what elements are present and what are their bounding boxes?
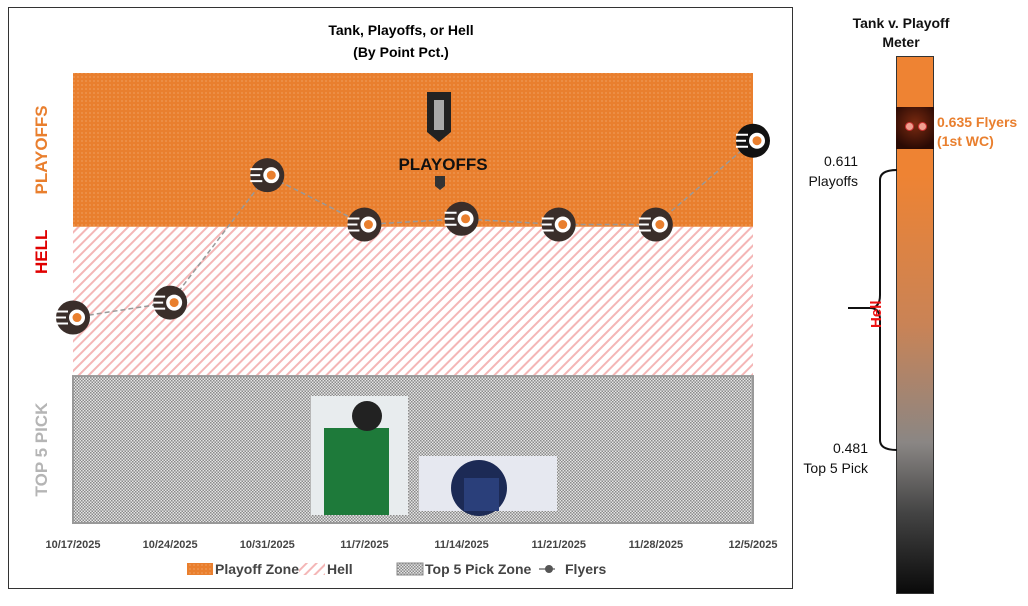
flyers-logo-marker[interactable] — [638, 207, 673, 242]
prospect-photo-green — [311, 396, 408, 515]
flyers-meter-label: 0.635 Flyers (1st WC) — [937, 113, 1017, 151]
legend-swatch — [299, 563, 325, 575]
x-tick-label: 11/28/2025 — [629, 539, 683, 551]
playoffs-threshold-label: 0.611 Playoffs — [790, 151, 858, 191]
x-tick-label: 10/17/2025 — [45, 539, 100, 551]
zone-label: HELL — [32, 230, 51, 274]
top5-threshold-label: 0.481 Top 5 Pick — [780, 438, 868, 478]
hell-meter-label: Hell — [868, 300, 885, 328]
x-tick-label: 11/14/2025 — [434, 539, 488, 551]
chart-container: Tank, Playoffs, or Hell (By Point Pct.) … — [8, 7, 793, 589]
zone-playoff-zone — [73, 73, 753, 227]
legend-entry: Flyers — [565, 561, 606, 577]
legend-swatch — [187, 563, 213, 575]
x-tick-label: 11/7/2025 — [340, 539, 388, 551]
top5-threshold-value: 0.481 — [832, 440, 868, 456]
chart-svg: Tank, Playoffs, or Hell (By Point Pct.) … — [32, 22, 778, 577]
flyers-logo-marker[interactable] — [736, 123, 770, 158]
zone-label: PLAYOFFS — [32, 105, 51, 194]
zone-top-5-pick-zone — [72, 375, 754, 524]
flyers-legend-icon — [545, 565, 553, 573]
flyers-note: (1st WC) — [937, 133, 994, 149]
meter-title-line2: Meter — [882, 34, 920, 50]
flyers-value: 0.635 Flyers — [937, 114, 1018, 130]
flyers-logo-marker[interactable] — [250, 158, 285, 193]
x-tick-label: 10/31/2025 — [240, 539, 295, 551]
flyers-logo-marker[interactable] — [444, 201, 479, 236]
legend-entry: Playoff Zone — [215, 561, 299, 577]
legend-entry: Top 5 Pick Zone — [425, 561, 532, 577]
chart-title: Tank, Playoffs, or Hell — [328, 22, 473, 38]
playoffs-logo-text: PLAYOFFS — [398, 155, 487, 174]
meter-title: Tank v. Playoff Meter — [840, 14, 962, 52]
prospect-photo-blue — [419, 456, 557, 516]
x-tick-label: 12/5/2025 — [729, 539, 778, 551]
x-tick-label: 10/24/2025 — [143, 539, 198, 551]
hell-brace — [848, 169, 898, 451]
flyers-logo-marker[interactable] — [347, 207, 382, 242]
stanley-cup-playoffs-logo: PLAYOFFS — [398, 92, 488, 190]
zone-label: TOP 5 PICK — [32, 402, 51, 497]
gritty-marker-icon — [896, 107, 934, 149]
legend-entry: Hell — [327, 561, 353, 577]
playoffs-threshold-text: Playoffs — [808, 173, 858, 189]
top5-threshold-text: Top 5 Pick — [803, 460, 868, 476]
chart-subtitle: (By Point Pct.) — [353, 44, 449, 60]
legend: Playoff Zone Hell Top 5 Pick Zone Flyers — [187, 561, 606, 577]
flyers-logo-marker[interactable] — [56, 300, 90, 335]
x-tick-label: 11/21/2025 — [531, 539, 585, 551]
playoffs-threshold-value: 0.611 — [824, 153, 858, 169]
legend-swatch — [396, 562, 424, 576]
meter-title-line1: Tank v. Playoff — [852, 15, 950, 31]
flyers-logo-marker[interactable] — [153, 285, 188, 320]
flyers-logo-marker[interactable] — [541, 207, 576, 242]
